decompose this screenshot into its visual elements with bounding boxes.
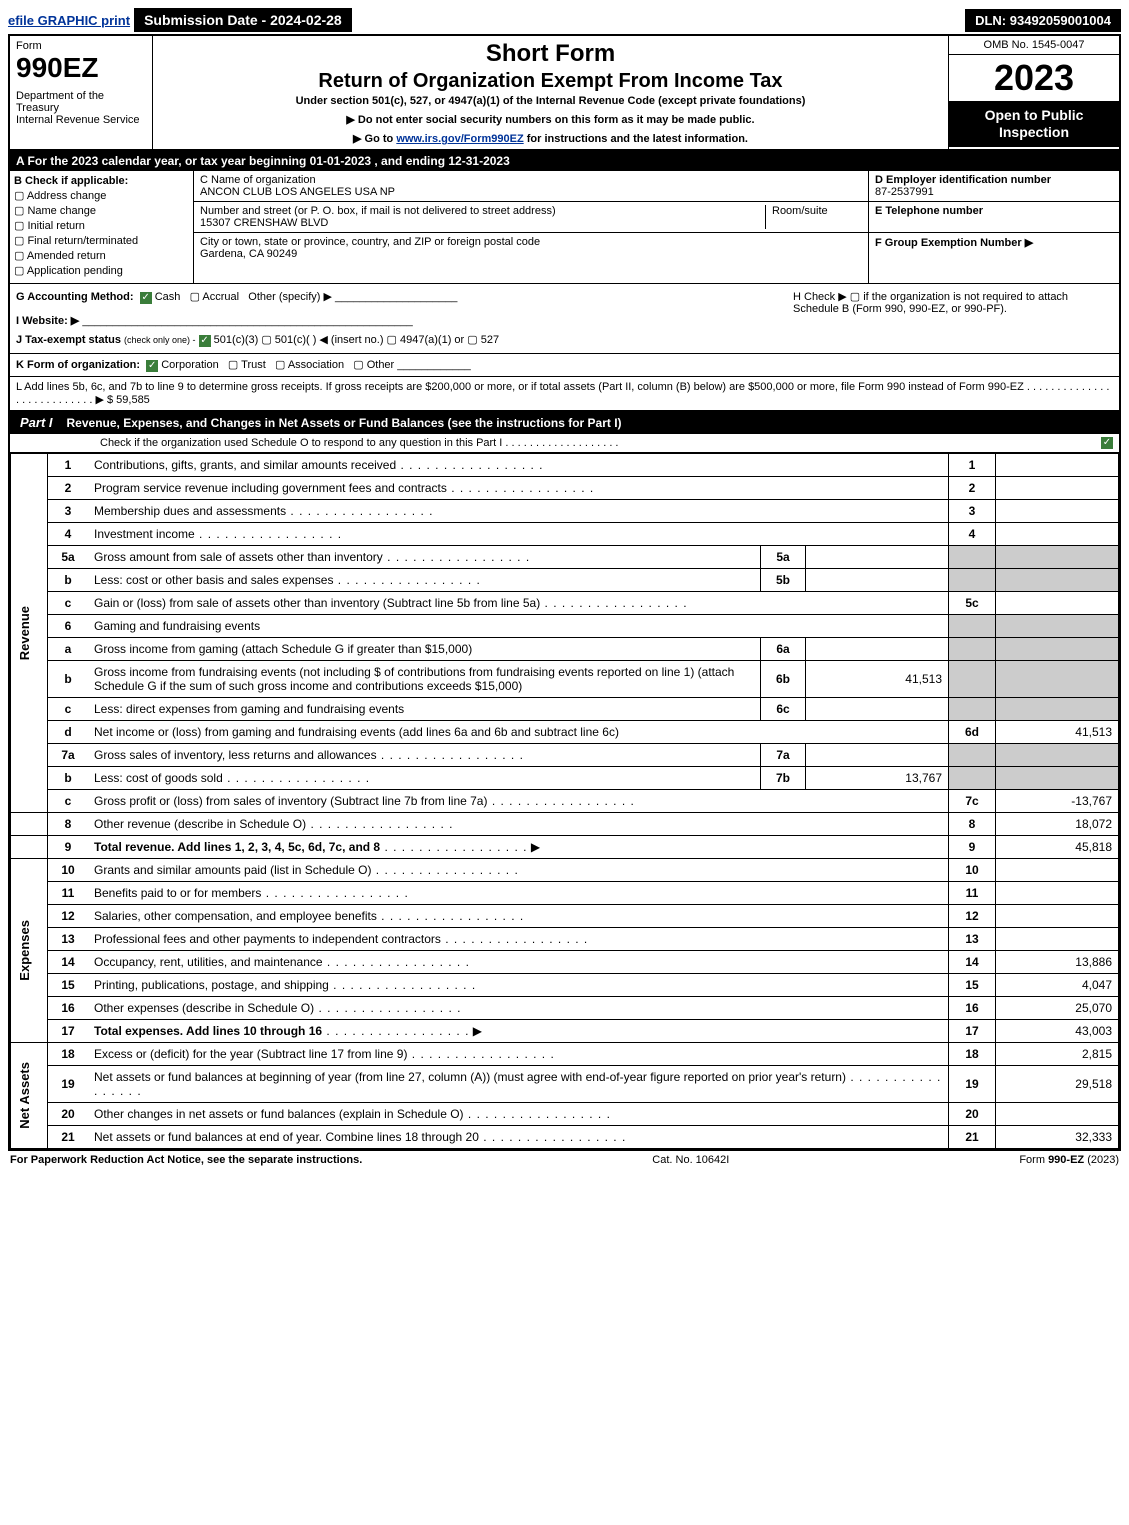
header-left: Form 990EZ Department of the Treasury In… (10, 36, 153, 149)
line-6b: bGross income from fundraising events (n… (11, 661, 1119, 698)
line-6c: cLess: direct expenses from gaming and f… (11, 698, 1119, 721)
line-7b: bLess: cost of goods sold7b13,767 (11, 767, 1119, 790)
part1-title: Revenue, Expenses, and Changes in Net As… (63, 412, 1119, 434)
dln: DLN: 93492059001004 (965, 9, 1121, 32)
submission-date: Submission Date - 2024-02-28 (134, 8, 352, 32)
check-corp-icon: ✓ (146, 360, 158, 372)
k-row: K Form of organization: ✓ Corporation ▢ … (10, 354, 1119, 377)
line-6a: aGross income from gaming (attach Schedu… (11, 638, 1119, 661)
b-title: B Check if applicable: (14, 175, 189, 187)
line-14: 14Occupancy, rent, utilities, and mainte… (11, 951, 1119, 974)
g-label: G Accounting Method: (16, 291, 134, 303)
line-5a: 5aGross amount from sale of assets other… (11, 546, 1119, 569)
vtab-expenses: Expenses (17, 920, 32, 981)
check-final[interactable]: ▢ Final return/terminated (14, 234, 189, 247)
line-12: 12Salaries, other compensation, and empl… (11, 905, 1119, 928)
col-c-org-info: C Name of organization ANCON CLUB LOS AN… (194, 171, 868, 283)
check-schedo-icon: ✓ (1101, 437, 1113, 449)
city-label: City or town, state or province, country… (200, 236, 862, 248)
line-21: 21Net assets or fund balances at end of … (11, 1126, 1119, 1149)
i-label: I Website: ▶ (16, 315, 79, 327)
line-13: 13Professional fees and other payments t… (11, 928, 1119, 951)
org-name: ANCON CLUB LOS ANGELES USA NP (200, 186, 862, 198)
vtab-net: Net Assets (17, 1062, 32, 1129)
part1-label: Part I (10, 411, 63, 434)
col-b-checkboxes: B Check if applicable: ▢ Address change … (10, 171, 194, 283)
street-label: Number and street (or P. O. box, if mail… (200, 205, 765, 217)
line-18: Net Assets 18Excess or (deficit) for the… (11, 1043, 1119, 1066)
gh-left: G Accounting Method: ✓ Cash ▢ Accrual Ot… (10, 284, 787, 353)
line-6: 6Gaming and fundraising events (11, 615, 1119, 638)
form-title: Return of Organization Exempt From Incom… (157, 70, 944, 93)
city: Gardena, CA 90249 (200, 248, 862, 260)
line-10: Expenses 10Grants and similar amounts pa… (11, 859, 1119, 882)
tel-label: E Telephone number (875, 205, 1113, 217)
omb-number: OMB No. 1545-0047 (949, 36, 1119, 55)
room-label: Room/suite (765, 205, 862, 229)
irs-link[interactable]: www.irs.gov/Form990EZ (396, 133, 523, 145)
line-4: 4Investment income4 (11, 523, 1119, 546)
line-20: 20Other changes in net assets or fund ba… (11, 1103, 1119, 1126)
short-form-title: Short Form (157, 40, 944, 68)
check-initial[interactable]: ▢ Initial return (14, 219, 189, 232)
l-value: 59,585 (116, 394, 150, 406)
ssn-note: ▶ Do not enter social security numbers o… (157, 113, 944, 126)
line-8: 8Other revenue (describe in Schedule O)8… (11, 813, 1119, 836)
line-7c: cGross profit or (loss) from sales of in… (11, 790, 1119, 813)
dept-label: Department of the Treasury Internal Reve… (16, 90, 146, 126)
col-d-ids: D Employer identification number 87-2537… (868, 171, 1119, 283)
line-3: 3Membership dues and assessments3 (11, 500, 1119, 523)
line-5b: bLess: cost or other basis and sales exp… (11, 569, 1119, 592)
part1-sub: Check if the organization used Schedule … (10, 434, 1119, 453)
header-right: OMB No. 1545-0047 2023 Open to Public In… (948, 36, 1119, 149)
check-address[interactable]: ▢ Address change (14, 189, 189, 202)
street: 15307 CRENSHAW BLVD (200, 217, 765, 229)
part1-header: Part I Revenue, Expenses, and Changes in… (10, 411, 1119, 434)
j-label: J Tax-exempt status (16, 334, 121, 346)
line-15: 15Printing, publications, postage, and s… (11, 974, 1119, 997)
footer-right: Form 990-EZ (2023) (1019, 1154, 1119, 1166)
line-11: 11Benefits paid to or for members11 (11, 882, 1119, 905)
form-subtitle: Under section 501(c), 527, or 4947(a)(1)… (157, 95, 944, 107)
line-16: 16Other expenses (describe in Schedule O… (11, 997, 1119, 1020)
footer: For Paperwork Reduction Act Notice, see … (8, 1151, 1121, 1169)
ein-label: D Employer identification number (875, 174, 1113, 186)
part1-table: Revenue 1Contributions, gifts, grants, a… (10, 453, 1119, 1149)
tax-year: 2023 (949, 55, 1119, 101)
form-990ez: Form 990EZ Department of the Treasury In… (8, 34, 1121, 1151)
vtab-revenue: Revenue (17, 606, 32, 660)
goto-note: ▶ Go to www.irs.gov/Form990EZ for instru… (157, 132, 944, 145)
ein: 87-2537991 (875, 186, 1113, 198)
check-name[interactable]: ▢ Name change (14, 204, 189, 217)
top-bar: efile GRAPHIC print Submission Date - 20… (8, 8, 1121, 32)
l-row: L Add lines 5b, 6c, and 7b to line 9 to … (10, 377, 1119, 411)
org-name-label: C Name of organization (200, 174, 862, 186)
footer-left: For Paperwork Reduction Act Notice, see … (10, 1154, 362, 1166)
check-501c3-icon: ✓ (199, 335, 211, 347)
header-center: Short Form Return of Organization Exempt… (153, 36, 948, 149)
row-a: A For the 2023 calendar year, or tax yea… (10, 151, 1119, 171)
check-cash-icon: ✓ (140, 292, 152, 304)
form-number: 990EZ (16, 52, 146, 84)
efile-link[interactable]: efile GRAPHIC print (8, 13, 130, 28)
line-5c: cGain or (loss) from sale of assets othe… (11, 592, 1119, 615)
h-box: H Check ▶ ▢ if the organization is not r… (787, 284, 1119, 353)
line-17: 17Total expenses. Add lines 10 through 1… (11, 1020, 1119, 1043)
line-6d: dNet income or (loss) from gaming and fu… (11, 721, 1119, 744)
line-19: 19Net assets or fund balances at beginni… (11, 1066, 1119, 1103)
check-pending[interactable]: ▢ Application pending (14, 264, 189, 277)
group-label: F Group Exemption Number ▶ (875, 236, 1113, 249)
line-7a: 7aGross sales of inventory, less returns… (11, 744, 1119, 767)
line-1: Revenue 1Contributions, gifts, grants, a… (11, 454, 1119, 477)
footer-center: Cat. No. 10642I (652, 1154, 729, 1166)
check-amended[interactable]: ▢ Amended return (14, 249, 189, 262)
form-word: Form (16, 40, 146, 52)
line-9: 9Total revenue. Add lines 1, 2, 3, 4, 5c… (11, 836, 1119, 859)
line-2: 2Program service revenue including gover… (11, 477, 1119, 500)
inspection-box: Open to Public Inspection (949, 101, 1119, 147)
